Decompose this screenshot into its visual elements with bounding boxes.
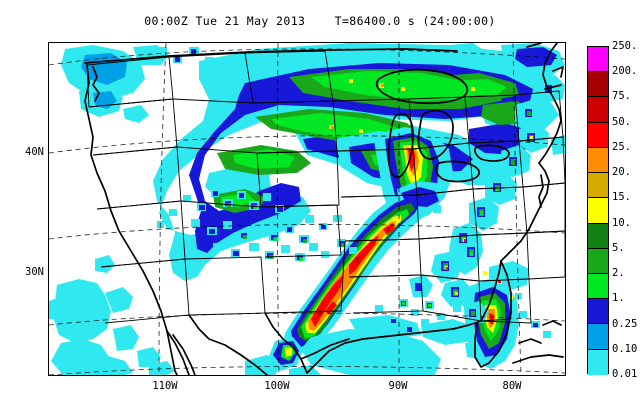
precip-northern-band-orange [331, 84, 384, 129]
colorbar-swatch [588, 248, 608, 274]
colorbar-swatch [588, 97, 608, 123]
colorbar-swatch [588, 47, 608, 73]
colorbar-swatch [588, 122, 608, 148]
coastlines [84, 43, 564, 375]
colorbar-swatch [588, 198, 608, 224]
precip-new-england [449, 43, 565, 155]
colorbar-tick: 25. [612, 140, 631, 153]
colorbar-tick: 20. [612, 166, 631, 179]
colorbar-tick: 1. [612, 292, 625, 305]
x-tick-110w: 110W [152, 380, 178, 392]
colorbar-tick: 10. [612, 216, 631, 229]
colorbar-swatch [588, 299, 608, 325]
map-plot-area [48, 42, 566, 376]
colorbar-tick: 5. [612, 241, 625, 254]
y-tick-30n: 30N [25, 266, 44, 278]
colorbar-swatch [588, 349, 608, 375]
colorbar-swatch [588, 147, 608, 174]
colorbar-tick: 50. [612, 115, 631, 128]
map-canvas [49, 43, 565, 375]
x-tick-80w: 80W [502, 380, 522, 392]
colorbar-tick: 75. [612, 90, 631, 103]
graticule [49, 43, 565, 375]
colorbar-swatch [588, 324, 608, 350]
colorbar-swatch [588, 72, 608, 98]
precip-eastern-pacific [49, 255, 175, 375]
colorbar-swatch [588, 173, 608, 199]
colorbar-tick: 0.10 [612, 342, 638, 355]
colorbar [587, 46, 609, 375]
precip-squall-line-darkred [317, 227, 390, 316]
colorbar-tick: 0.01 [612, 368, 638, 380]
precip-pacific-northwest [61, 45, 169, 123]
colorbar-tick: 250. [612, 40, 638, 52]
x-tick-100w: 100W [264, 380, 290, 392]
colorbar-tick: 0.25 [612, 317, 638, 330]
figure-title: 00:00Z Tue 21 May 2013 T=86400.0 s (24:0… [144, 14, 496, 28]
y-tick-40n: 40N [25, 146, 44, 158]
precip-southeast-cells [367, 299, 461, 333]
colorbar-swatch [588, 223, 608, 249]
colorbar-tick: 200. [612, 65, 638, 78]
precip-central-plains-cells [157, 189, 357, 261]
x-tick-90w: 90W [388, 380, 408, 392]
precip-squall-line-orange [308, 221, 396, 331]
colorbar-tick: 15. [612, 191, 631, 204]
colorbar-swatch [588, 273, 608, 300]
colorbar-tick: 2. [612, 267, 625, 280]
